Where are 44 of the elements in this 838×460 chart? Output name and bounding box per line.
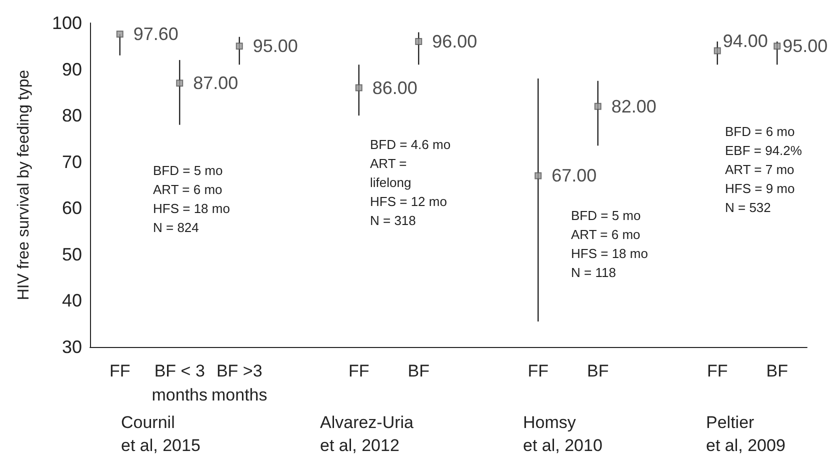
x-tick-label: FF — [528, 362, 549, 380]
data-label: 87.00 — [193, 73, 238, 94]
data-label: 96.00 — [432, 32, 478, 52]
point — [176, 80, 184, 87]
text: Cournil et al, 2015 — [121, 413, 200, 455]
data-label: 95.00 — [252, 36, 298, 56]
x-tick-label: BF — [408, 362, 430, 380]
point — [774, 42, 781, 50]
y-tick-label: 100 — [52, 13, 82, 33]
x-tick-label: BF >3 months — [212, 362, 268, 404]
text: Homsy et al, 2010 — [523, 413, 602, 455]
y-tick-label: 70 — [62, 152, 82, 172]
data-label: 82.00 — [611, 96, 656, 116]
point — [236, 42, 243, 50]
data-label: 94.00 — [722, 30, 768, 51]
y-tick-label: 80 — [62, 106, 82, 126]
data-label: 97.60 — [133, 24, 178, 44]
point — [534, 172, 542, 180]
x-tick-label: BF < 3 months — [152, 362, 208, 404]
x-tick-label: BF — [766, 362, 788, 380]
x-tick-label: FF — [706, 362, 728, 380]
y-axis-title: HIV free survival by feeding type — [16, 70, 32, 300]
point — [714, 47, 721, 54]
y-tick-label: 50 — [62, 244, 82, 264]
y-tick-label: 90 — [62, 59, 82, 80]
point — [355, 84, 362, 92]
y-tick-label: 40 — [62, 290, 82, 311]
annotation: BFD = 6 mo EBF = 94.2% ART = 7 mo HFS = 9 mo N = 532 — [725, 124, 802, 215]
data-label: 67.00 — [552, 166, 597, 186]
annotation: BFD = 4.6 mo ART = lifelong HFS = 12 mo N = 318 — [370, 137, 451, 228]
text: Alvarez-Uria et al, 2012 — [320, 413, 414, 455]
x-tick-label: FF — [348, 362, 370, 380]
point — [116, 30, 124, 38]
point — [415, 38, 422, 46]
point — [594, 102, 602, 110]
x-tick-label: BF — [587, 362, 609, 380]
x-tick-label: FF — [109, 362, 130, 380]
annotation: BFD = 5 mo ART = 6 mo HFS = 18 mo N = 118 — [571, 208, 648, 280]
data-label: 95.00 — [782, 36, 828, 56]
y-tick-label: 60 — [62, 198, 82, 218]
y-tick-label: 30 — [62, 337, 82, 357]
text: Peltier et al, 2009 — [706, 413, 786, 455]
annotation: BFD = 5 mo ART = 6 mo HFS = 18 mo N = 824 — [153, 163, 230, 235]
data-label: 86.00 — [372, 78, 418, 98]
